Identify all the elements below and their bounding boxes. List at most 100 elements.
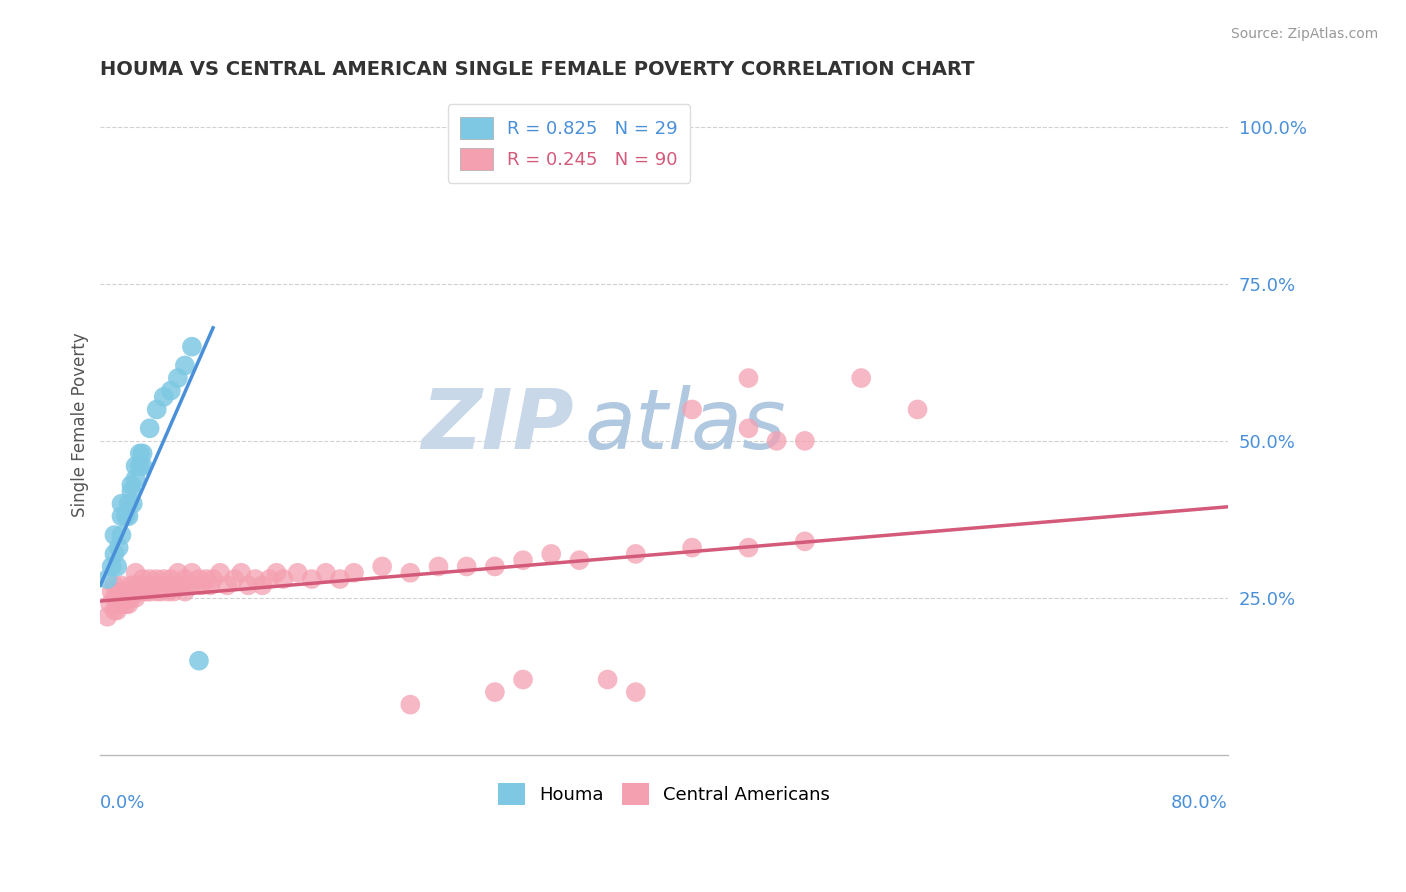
- Point: [103, 603, 125, 617]
- Y-axis label: Single Female Poverty: Single Female Poverty: [72, 333, 89, 517]
- Point: [259, 572, 281, 586]
- Point: [427, 559, 450, 574]
- Point: [138, 421, 160, 435]
- Point: [128, 446, 150, 460]
- Text: 0.0%: 0.0%: [100, 795, 146, 813]
- Point: [681, 541, 703, 555]
- Point: [217, 578, 239, 592]
- Point: [209, 566, 232, 580]
- Point: [568, 553, 591, 567]
- Point: [170, 578, 193, 592]
- Point: [96, 572, 118, 586]
- Point: [188, 654, 211, 668]
- Point: [128, 458, 150, 473]
- Point: [117, 584, 139, 599]
- Point: [145, 572, 167, 586]
- Point: [166, 371, 188, 385]
- Point: [124, 591, 146, 605]
- Point: [484, 559, 506, 574]
- Text: atlas: atlas: [585, 384, 787, 466]
- Point: [162, 584, 184, 599]
- Point: [149, 584, 172, 599]
- Point: [120, 578, 142, 592]
- Point: [159, 578, 181, 592]
- Point: [120, 591, 142, 605]
- Point: [456, 559, 478, 574]
- Point: [138, 584, 160, 599]
- Point: [131, 458, 153, 473]
- Point: [512, 673, 534, 687]
- Point: [127, 584, 149, 599]
- Point: [105, 559, 128, 574]
- Point: [105, 603, 128, 617]
- Text: ZIP: ZIP: [422, 384, 574, 466]
- Point: [159, 384, 181, 398]
- Point: [103, 547, 125, 561]
- Point: [238, 578, 260, 592]
- Point: [174, 359, 197, 373]
- Point: [793, 534, 815, 549]
- Point: [107, 584, 129, 599]
- Point: [128, 578, 150, 592]
- Point: [273, 572, 295, 586]
- Point: [145, 402, 167, 417]
- Point: [152, 572, 174, 586]
- Point: [287, 566, 309, 580]
- Point: [135, 584, 157, 599]
- Point: [765, 434, 787, 448]
- Point: [131, 572, 153, 586]
- Point: [152, 578, 174, 592]
- Text: 80.0%: 80.0%: [1171, 795, 1227, 813]
- Point: [540, 547, 562, 561]
- Point: [174, 572, 197, 586]
- Point: [202, 572, 225, 586]
- Point: [110, 597, 132, 611]
- Point: [329, 572, 352, 586]
- Point: [181, 578, 204, 592]
- Point: [103, 528, 125, 542]
- Point: [315, 566, 337, 580]
- Point: [98, 597, 121, 611]
- Legend: Houma, Central Americans: Houma, Central Americans: [491, 775, 838, 812]
- Point: [266, 566, 288, 580]
- Point: [100, 584, 122, 599]
- Point: [145, 584, 167, 599]
- Point: [120, 484, 142, 499]
- Point: [624, 547, 647, 561]
- Point: [110, 509, 132, 524]
- Point: [117, 597, 139, 611]
- Point: [174, 584, 197, 599]
- Point: [624, 685, 647, 699]
- Point: [110, 497, 132, 511]
- Point: [252, 578, 274, 592]
- Point: [231, 566, 253, 580]
- Point: [107, 597, 129, 611]
- Point: [343, 566, 366, 580]
- Point: [124, 566, 146, 580]
- Point: [484, 685, 506, 699]
- Point: [596, 673, 619, 687]
- Point: [148, 578, 170, 592]
- Point: [191, 578, 214, 592]
- Point: [120, 478, 142, 492]
- Point: [152, 390, 174, 404]
- Point: [159, 572, 181, 586]
- Point: [142, 578, 165, 592]
- Point: [124, 458, 146, 473]
- Text: HOUMA VS CENTRAL AMERICAN SINGLE FEMALE POVERTY CORRELATION CHART: HOUMA VS CENTRAL AMERICAN SINGLE FEMALE …: [100, 60, 974, 78]
- Point: [200, 578, 222, 592]
- Point: [793, 434, 815, 448]
- Point: [110, 528, 132, 542]
- Point: [117, 497, 139, 511]
- Point: [134, 578, 156, 592]
- Point: [737, 371, 759, 385]
- Point: [96, 609, 118, 624]
- Point: [107, 541, 129, 555]
- Point: [188, 572, 211, 586]
- Point: [138, 572, 160, 586]
- Point: [124, 578, 146, 592]
- Point: [301, 572, 323, 586]
- Point: [121, 497, 143, 511]
- Point: [131, 446, 153, 460]
- Point: [681, 402, 703, 417]
